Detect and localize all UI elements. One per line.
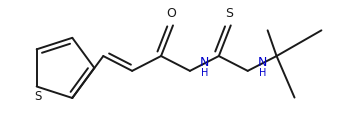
Text: H: H	[201, 68, 209, 78]
Text: O: O	[166, 7, 176, 21]
Text: S: S	[34, 90, 41, 103]
Text: S: S	[225, 7, 233, 21]
Text: N: N	[200, 56, 210, 69]
Text: N: N	[258, 56, 267, 69]
Text: H: H	[259, 68, 266, 78]
